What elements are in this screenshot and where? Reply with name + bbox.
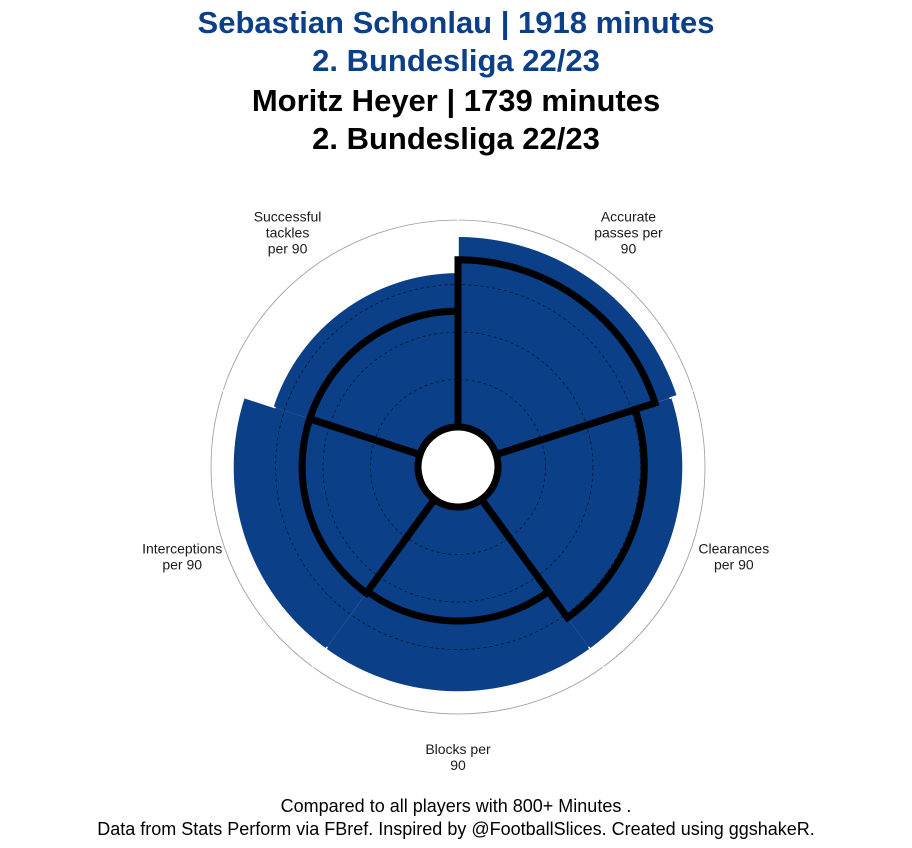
player2-wedge (305, 307, 462, 460)
category-label: Accurate passes per 90 (594, 208, 663, 256)
player1-wedge (458, 237, 677, 455)
player1-wedge (233, 397, 435, 649)
player1-wedge (481, 397, 683, 649)
caption-line1: Compared to all players with 800+ Minute… (280, 796, 632, 816)
category-label: Interceptions per 90 (142, 541, 222, 573)
wedge-separator (669, 389, 695, 400)
player1-title: Sebastian Schonlau | 1918 minutes 2. Bun… (0, 4, 912, 80)
player2-title-line1: Moritz Heyer | 1739 minutes (251, 83, 661, 118)
grid-ring (322, 331, 594, 603)
wedge-separator (588, 646, 605, 669)
center-hole (422, 431, 494, 503)
grid-ring (370, 379, 546, 555)
player2-wedge (362, 494, 554, 625)
caption-line2: Data from Stats Perform via FBref. Inspi… (97, 819, 815, 839)
chart-caption: Compared to all players with 800+ Minute… (0, 795, 912, 841)
category-label: Blocks per 90 (425, 741, 491, 773)
player2-wedge (298, 414, 440, 599)
player2-title-line2: 2. Bundesliga 22/23 (312, 121, 600, 156)
player1-title-line2: 2. Bundesliga 22/23 (312, 43, 600, 78)
player2-wedge (454, 256, 660, 460)
category-label: Clearances per 90 (698, 541, 769, 573)
category-label: Successful tackles per 90 (254, 208, 322, 256)
wedge-separator (221, 389, 276, 409)
wedge-separator (311, 646, 328, 669)
player2-wedge (476, 405, 648, 623)
player1-title-line1: Sebastian Schonlau | 1918 minutes (197, 5, 715, 40)
player2-title: Moritz Heyer | 1739 minutes 2. Bundeslig… (0, 82, 912, 158)
player1-wedge (326, 499, 590, 692)
